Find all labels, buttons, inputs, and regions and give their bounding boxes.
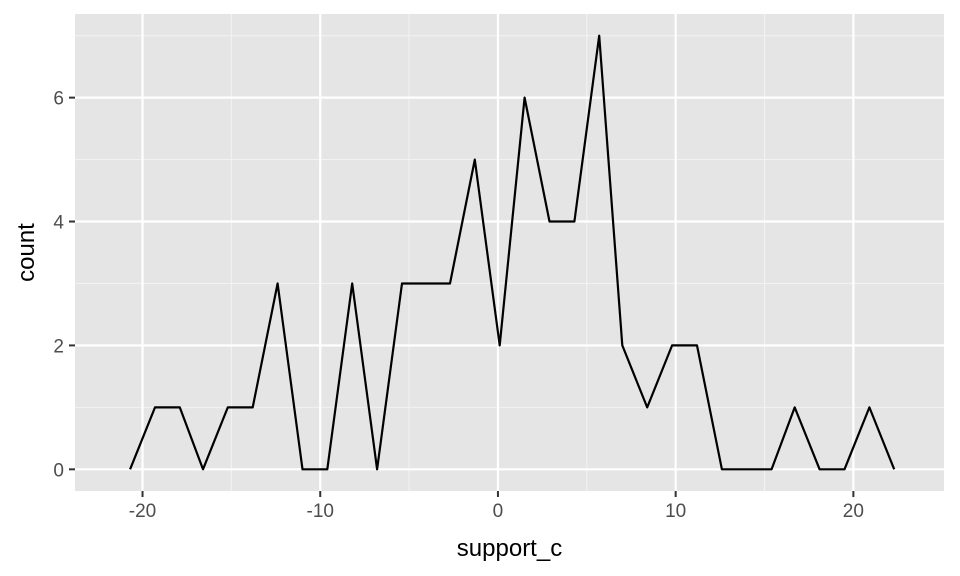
series-line: [129, 34, 896, 471]
y-tick-label: 2: [53, 336, 64, 357]
x-tick-label: 20: [843, 501, 864, 522]
y-axis-ticks: 0 2 4 6: [53, 89, 75, 481]
major-gridlines: [75, 14, 944, 491]
x-axis-ticks: -20 -10 0 10 20: [129, 491, 864, 522]
x-axis-title: support_c: [457, 535, 562, 562]
y-axis-title: count: [13, 223, 40, 282]
x-tick-label: -10: [307, 501, 334, 522]
x-tick-label: 10: [665, 501, 686, 522]
y-tick-label: 4: [53, 213, 64, 234]
minor-gridlines: [75, 14, 944, 491]
x-tick-label: -20: [129, 501, 156, 522]
x-tick-label: 0: [493, 501, 504, 522]
y-tick-label: 0: [53, 460, 64, 481]
y-tick-label: 6: [53, 89, 64, 110]
